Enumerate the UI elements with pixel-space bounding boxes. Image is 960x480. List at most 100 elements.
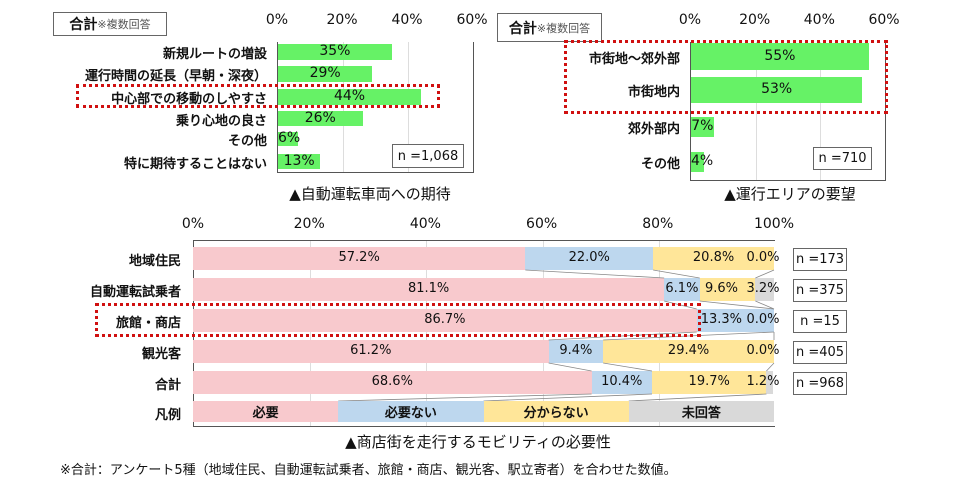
data-label: 0.0% [746,311,780,327]
legend-item: 必要ない [338,401,484,422]
x-tick-label: 80% [642,216,674,232]
bar-segment [548,340,604,363]
legend-item: 必要 [193,401,339,422]
chart1-title: ▲自動運転車両への期待 [289,185,451,203]
chart3-title: ▲商店街を走行するモビリティの必要性 [345,433,611,451]
data-label: 19.7% [688,373,730,389]
category-label: その他 [640,157,680,172]
bar [691,77,863,103]
data-label: 29.4% [667,342,710,358]
data-label: 26% [304,109,336,126]
sample-size-box: n =968 [793,372,847,395]
chart3-highlight-box [95,303,701,337]
category-label: 地域住民 [128,253,181,269]
bar-segment [193,309,697,332]
data-label: 1.2% [746,373,780,389]
bar [278,44,392,60]
data-label: 61.2% [350,342,392,358]
category-label: 運行時間の延長（早朝・深夜） [84,69,267,84]
category-label: 観光客 [141,346,181,362]
chart1-header-note: ※複数回答 [97,18,151,31]
legend-item: 分からない [483,401,629,422]
x-tick-label: 0% [181,216,205,232]
chart2-header: 合計 ※複数回答 [497,13,602,42]
data-label: 0.0% [746,249,780,265]
data-label: 0.0% [746,342,780,358]
bar-segment [591,371,652,394]
data-label: 10.4% [601,373,643,389]
category-label: その他 [227,134,267,149]
data-label: 6.1% [665,280,699,296]
data-label: 13.3% [700,311,742,327]
gridline [310,241,312,426]
bar-segment [766,371,774,394]
data-label: 9.4% [559,342,593,358]
category-label: 特に期待することはない [123,156,267,172]
x-tick-label: 60% [868,12,900,28]
gridline [542,241,544,426]
chart2-header-label: 合計 [508,20,537,37]
bar-segment [696,309,774,332]
bar-segment [193,278,665,301]
category-label: 中心部での移動のしやすさ [111,92,267,107]
data-label: 13% [283,152,315,169]
data-label: 3.2% [746,280,780,296]
category-label: 新規ルートの増設 [162,47,267,62]
gridline [426,241,428,426]
x-tick-label: 40% [409,216,441,232]
category-label: 旅館・商店 [115,315,181,331]
x-tick-label: 20% [739,12,771,28]
legend-title: 凡例 [154,408,181,423]
bar-segment [603,340,774,363]
bar-segment [525,247,654,270]
data-label: 53% [761,81,793,97]
category-label: 郊外部内 [627,122,680,137]
data-label: 20.8% [692,249,735,265]
data-label: 57.2% [338,249,380,265]
category-label: 市街地内 [627,85,680,100]
data-label: 7% [691,118,714,134]
x-tick-label: 40% [391,12,423,28]
sample-size-box: n =405 [793,341,847,364]
data-label: 9.6% [704,280,739,296]
chart2-sample-size: n =710 [813,147,872,170]
data-label: 44% [333,88,366,104]
x-tick-label: 20% [293,216,325,232]
data-label: 86.7% [424,311,466,327]
bar [278,132,298,146]
legend-item: 未回答 [628,401,774,422]
category-label: 市街地～郊外部 [588,51,680,67]
bar [691,43,869,70]
x-tick-label: 20% [326,12,358,28]
bar-segment [193,340,549,363]
x-tick-label: 0% [265,12,289,28]
x-tick-label: 0% [678,12,702,28]
category-label: 合計 [154,377,181,393]
x-tick-label: 100% [753,216,795,232]
sample-size-box: n =375 [793,279,847,302]
chart1-sample-size: n =1,068 [392,144,464,168]
bar-segment [699,278,756,301]
bar [691,117,714,137]
chart2-title: ▲運行エリアの要望 [724,185,856,203]
bar [278,89,421,105]
data-label: 55% [764,47,796,64]
sample-size-box: n =173 [793,248,847,271]
category-label: 自動運転試乗者 [89,284,181,300]
chart1-header: 合計 ※複数回答 [53,12,167,36]
data-label: 22.0% [568,249,610,265]
chart2-highlight-box [564,40,888,114]
bar-segment [653,247,774,270]
data-label: 81.1% [407,280,450,296]
data-label: 35% [319,43,351,59]
bar-segment [755,278,774,301]
data-label: 4% [691,153,714,169]
chart1-header-label: 合計 [69,17,98,33]
bar-segment [664,278,700,301]
data-label: 29% [309,65,341,81]
bar [278,66,373,82]
x-tick-label: 40% [803,12,835,28]
data-label: 6% [278,130,301,146]
bar-segment [193,371,592,394]
